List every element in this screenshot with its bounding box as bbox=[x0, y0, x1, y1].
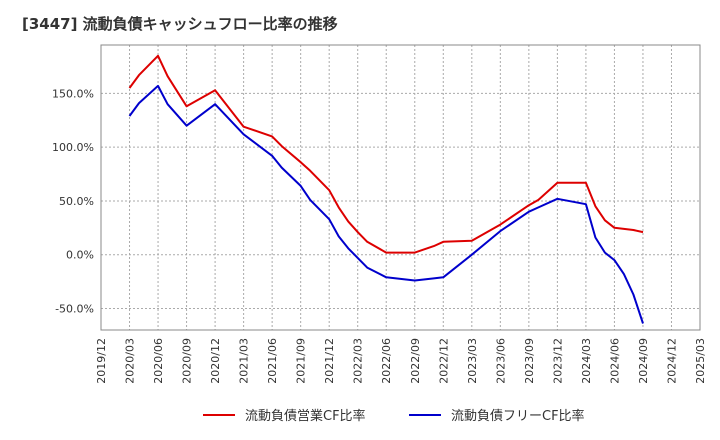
legend-label-1: 流動負債営業CF比率 bbox=[245, 408, 366, 424]
y-tick-label: 50.0% bbox=[59, 195, 94, 208]
x-tick-label: 2024/12 bbox=[665, 338, 678, 384]
x-tick-label: 2022/06 bbox=[380, 338, 393, 384]
x-tick-label: 2022/09 bbox=[409, 338, 422, 384]
series-line-2 bbox=[128, 84, 644, 324]
y-tick-label: -50.0% bbox=[55, 302, 94, 315]
chart-title: [3447] 流動負債キャッシュフロー比率の推移 bbox=[22, 15, 338, 33]
legend-label-2: 流動負債フリーCF比率 bbox=[451, 408, 585, 424]
y-tick-label: 150.0% bbox=[52, 87, 94, 100]
x-tick-label: 2023/09 bbox=[523, 338, 536, 384]
x-tick-label: 2020/06 bbox=[152, 338, 165, 384]
x-gridlines bbox=[100, 45, 701, 330]
x-tick-label: 2020/12 bbox=[209, 338, 222, 384]
x-tick-label: 2024/06 bbox=[608, 338, 621, 384]
x-axis-tick-labels: 2019/12 2020/03 2020/06 2020/09 2020/12 2021/… bbox=[95, 338, 707, 384]
x-tick-label: 2024/09 bbox=[637, 338, 650, 384]
legend: 流動負債営業CF比率 流動負債フリーCF比率 bbox=[203, 408, 585, 424]
x-tick-label: 2021/03 bbox=[238, 338, 251, 384]
y-tick-label: 0.0% bbox=[66, 249, 94, 262]
plot-area bbox=[100, 44, 701, 331]
x-tick-label: 2025/03 bbox=[694, 338, 707, 384]
x-tick-label: 2021/12 bbox=[323, 338, 336, 384]
x-tick-label: 2020/09 bbox=[181, 338, 194, 384]
y-axis-tick-labels: 150.0% 100.0% 50.0% 0.0% -50.0% bbox=[52, 87, 94, 315]
x-tick-label: 2023/03 bbox=[466, 338, 479, 384]
series-lines bbox=[128, 54, 644, 324]
x-tick-label: 2022/12 bbox=[437, 338, 450, 384]
x-tick-label: 2019/12 bbox=[95, 338, 108, 384]
x-tick-label: 2023/12 bbox=[551, 338, 564, 384]
series-line-1 bbox=[128, 54, 644, 254]
x-tick-label: 2022/03 bbox=[352, 338, 365, 384]
x-tick-label: 2021/06 bbox=[266, 338, 279, 384]
x-tick-label: 2021/09 bbox=[295, 338, 308, 384]
y-gridlines bbox=[101, 92, 700, 309]
x-tick-label: 2024/03 bbox=[580, 338, 593, 384]
y-tick-label: 100.0% bbox=[52, 141, 94, 154]
x-tick-label: 2020/03 bbox=[124, 338, 137, 384]
x-tick-label: 2023/06 bbox=[494, 338, 507, 384]
